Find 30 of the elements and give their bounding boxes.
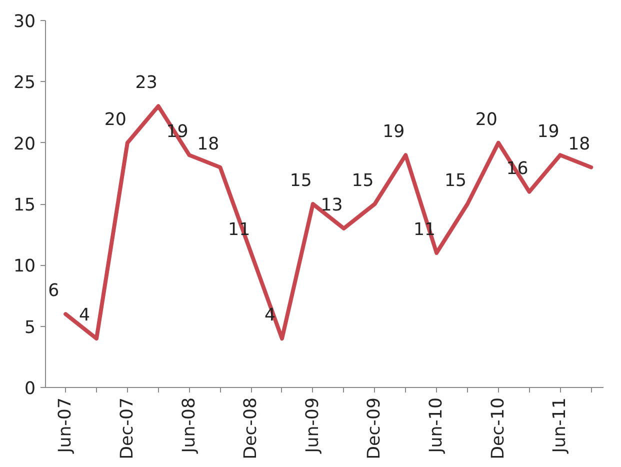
x-tick-label: Dec-07 xyxy=(117,397,138,460)
x-tick-label: Jun-09 xyxy=(302,397,323,454)
data-label: 6 xyxy=(48,281,60,302)
x-tick-label: Jun-07 xyxy=(56,397,76,454)
y-tick-label: 10 xyxy=(13,256,36,277)
data-label: 15 xyxy=(444,171,467,191)
data-label: 20 xyxy=(104,110,126,130)
data-label: 4 xyxy=(78,306,90,326)
data-label: 20 xyxy=(475,110,498,130)
data-label: 13 xyxy=(320,195,343,216)
data-label: 18 xyxy=(568,134,590,154)
data-label: 18 xyxy=(197,134,220,154)
x-tick-label: Jun-08 xyxy=(179,397,200,454)
y-tick-label: 25 xyxy=(13,73,36,94)
line-series xyxy=(64,104,594,341)
x-tick-label: Dec-09 xyxy=(364,397,385,460)
data-label: 15 xyxy=(290,171,312,191)
x-tick-label: Dec-10 xyxy=(488,397,508,460)
y-tick-label: 0 xyxy=(24,379,36,399)
x-tick-label: Jun-10 xyxy=(426,397,447,454)
y-tick-label: 30 xyxy=(13,12,36,32)
x-tick-label: Jun-11 xyxy=(550,397,570,454)
y-tick-label: 5 xyxy=(24,318,36,338)
data-label: 19 xyxy=(537,122,560,142)
data-label: 23 xyxy=(135,73,158,94)
data-label: 19 xyxy=(382,122,405,142)
data-label: 15 xyxy=(352,171,374,191)
y-tick-label: 20 xyxy=(13,134,36,154)
x-tick-label: Dec-08 xyxy=(241,397,262,460)
y-tick-label: 15 xyxy=(13,196,36,216)
